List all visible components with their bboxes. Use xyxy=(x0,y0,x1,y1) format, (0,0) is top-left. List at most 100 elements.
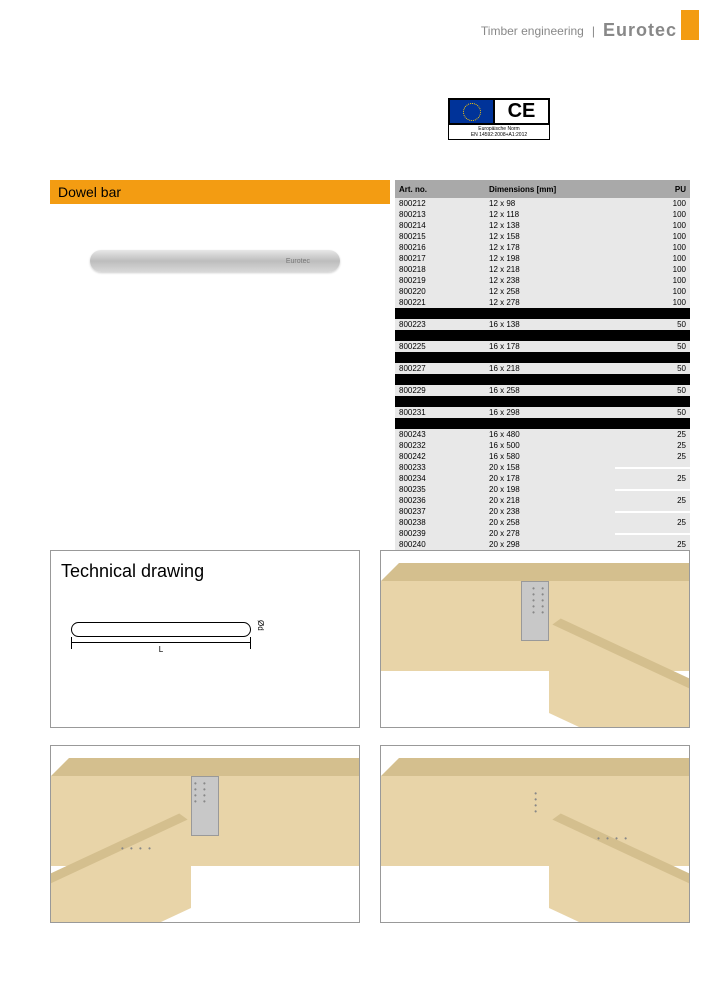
cell-dim: 20 x 278 xyxy=(485,528,615,539)
cell-art: 800218 xyxy=(395,264,485,275)
iso-view-3: •••• • • • • xyxy=(380,745,690,923)
table-row: 80024316 x 48025 xyxy=(395,429,690,440)
col-header-art: Art. no. xyxy=(395,184,485,195)
cell-dim xyxy=(485,423,615,425)
table-row: 80024020 x 29825 xyxy=(395,539,690,550)
table-row xyxy=(395,396,690,407)
cell-pu xyxy=(615,467,690,469)
cell-pu: 25 xyxy=(615,429,690,440)
dimension-D: Ød xyxy=(256,620,265,631)
cell-pu: 25 xyxy=(615,539,690,550)
cell-pu: 25 xyxy=(615,451,690,462)
cell-art xyxy=(395,357,485,359)
table-row: 80021412 x 138100 xyxy=(395,220,690,231)
table-row: 80023920 x 278 xyxy=(395,528,690,539)
header-category: Timber engineering xyxy=(481,24,584,38)
table-row: 80023420 x 17825 xyxy=(395,473,690,484)
cell-dim: 12 x 138 xyxy=(485,220,615,231)
cell-art: 800215 xyxy=(395,231,485,242)
cell-dim: 16 x 480 xyxy=(485,429,615,440)
header-brand-logo: Eurotec xyxy=(603,20,677,41)
cell-dim: 20 x 198 xyxy=(485,484,615,495)
cell-dim: 16 x 178 xyxy=(485,341,615,352)
cell-art: 800238 xyxy=(395,517,485,528)
product-logo-stamp: Eurotec xyxy=(286,258,310,265)
cell-art xyxy=(395,423,485,425)
cell-art: 800217 xyxy=(395,253,485,264)
cell-art: 800239 xyxy=(395,528,485,539)
cell-dim: 20 x 238 xyxy=(485,506,615,517)
cell-dim xyxy=(485,357,615,359)
table-row: 80024216 x 58025 xyxy=(395,451,690,462)
cell-dim: 16 x 138 xyxy=(485,319,615,330)
cell-art: 800223 xyxy=(395,319,485,330)
cell-pu: 50 xyxy=(615,407,690,418)
table-row: 80023320 x 158 xyxy=(395,462,690,473)
table-row xyxy=(395,418,690,429)
cell-dim: 12 x 98 xyxy=(485,198,615,209)
cell-pu: 50 xyxy=(615,363,690,374)
cell-dim xyxy=(485,313,615,315)
product-image: Eurotec xyxy=(90,250,340,272)
cell-art: 800212 xyxy=(395,198,485,209)
cell-pu: 100 xyxy=(615,297,690,308)
cell-dim: 16 x 258 xyxy=(485,385,615,396)
ce-label: CE xyxy=(494,99,549,124)
page-header: Timber engineering | Eurotec xyxy=(481,20,677,41)
technical-drawing: L Ød xyxy=(61,602,261,682)
cell-art xyxy=(395,401,485,403)
table-row: 80022012 x 258100 xyxy=(395,286,690,297)
table-row xyxy=(395,330,690,341)
col-header-dim: Dimensions [mm] xyxy=(485,184,615,195)
table-row: 80021912 x 238100 xyxy=(395,275,690,286)
cell-dim: 16 x 218 xyxy=(485,363,615,374)
product-title: Dowel bar xyxy=(58,184,121,200)
cell-dim xyxy=(485,379,615,381)
cell-dim: 20 x 258 xyxy=(485,517,615,528)
cell-art: 800232 xyxy=(395,440,485,451)
cell-pu: 100 xyxy=(615,231,690,242)
table-row: 80022112 x 278100 xyxy=(395,297,690,308)
cell-dim: 12 x 198 xyxy=(485,253,615,264)
page-accent-tab xyxy=(681,10,699,40)
cell-art: 800242 xyxy=(395,451,485,462)
cell-art: 800221 xyxy=(395,297,485,308)
table-row: 80021812 x 218100 xyxy=(395,264,690,275)
table-row: 80022916 x 25850 xyxy=(395,385,690,396)
technical-drawing-panel: Technical drawing L Ød xyxy=(50,550,360,728)
cell-pu: 50 xyxy=(615,385,690,396)
cell-art xyxy=(395,313,485,315)
cell-pu: 100 xyxy=(615,242,690,253)
table-row: 80023620 x 21825 xyxy=(395,495,690,506)
table-row: 80021212 x 98100 xyxy=(395,198,690,209)
cell-dim: 16 x 298 xyxy=(485,407,615,418)
product-title-bar: Dowel bar xyxy=(50,180,390,204)
table-row xyxy=(395,374,690,385)
cell-art: 800229 xyxy=(395,385,485,396)
cell-art: 800236 xyxy=(395,495,485,506)
ce-standard-text: Europäische Norm EN 14592:2008+A1:2012 xyxy=(449,124,549,139)
cell-pu: 25 xyxy=(615,517,690,528)
technical-drawing-title: Technical drawing xyxy=(61,561,349,582)
table-row: 80022516 x 17850 xyxy=(395,341,690,352)
cell-pu: 25 xyxy=(615,440,690,451)
cell-dim: 12 x 218 xyxy=(485,264,615,275)
cell-pu: 100 xyxy=(615,209,690,220)
spec-table: Art. no. Dimensions [mm] PU 80021212 x 9… xyxy=(395,180,690,550)
cell-pu: 100 xyxy=(615,220,690,231)
cell-dim: 16 x 500 xyxy=(485,440,615,451)
cell-pu xyxy=(615,401,690,403)
cell-pu xyxy=(615,357,690,359)
table-row: 80023720 x 238 xyxy=(395,506,690,517)
cell-dim: 12 x 278 xyxy=(485,297,615,308)
cell-dim: 20 x 218 xyxy=(485,495,615,506)
cell-art: 800234 xyxy=(395,473,485,484)
cell-art: 800227 xyxy=(395,363,485,374)
cell-dim: 12 x 118 xyxy=(485,209,615,220)
table-row: 80023820 x 25825 xyxy=(395,517,690,528)
table-row: 80021712 x 198100 xyxy=(395,253,690,264)
cell-art xyxy=(395,379,485,381)
table-row: 80023116 x 29850 xyxy=(395,407,690,418)
cell-art: 800216 xyxy=(395,242,485,253)
cell-pu xyxy=(615,511,690,513)
